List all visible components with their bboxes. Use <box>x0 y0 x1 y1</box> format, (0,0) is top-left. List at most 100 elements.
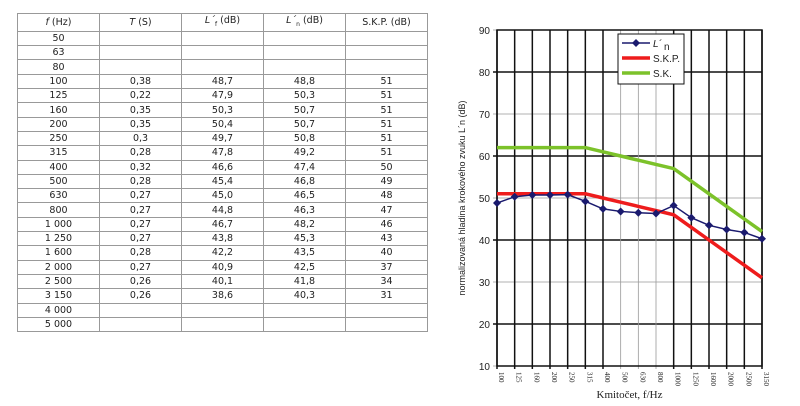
y-tick-label: 60 <box>479 152 491 163</box>
data-point <box>758 234 766 243</box>
table-row: 5 000 <box>17 316 428 333</box>
series-line-l <box>496 193 763 240</box>
x-tick-label: 2000 <box>727 372 735 387</box>
legend-label: S.K. <box>653 69 672 80</box>
table-cell: 49 <box>345 173 428 190</box>
y-tick-label: 10 <box>479 362 491 373</box>
table-cell: 630 <box>17 188 100 204</box>
y-tick-label: 50 <box>479 194 491 205</box>
table-row: 80 <box>17 59 428 75</box>
table-header-row: f (Hz) T (S) L´f (dB) L´n (dB) S.K.P. (dB) <box>17 13 428 32</box>
x-tick-label: 1000 <box>674 372 682 387</box>
data-point <box>616 207 625 216</box>
header-symbol: f <box>45 16 49 28</box>
data-point <box>493 199 501 208</box>
x-tick-label: 630 <box>638 372 646 383</box>
x-axis-title: Kmitočet, f/Hz <box>597 389 663 401</box>
x-tick-label: 200 <box>550 372 558 383</box>
data-point <box>546 191 554 200</box>
header-subscript: f <box>214 20 218 28</box>
x-tick-label: 1600 <box>709 372 717 387</box>
table-row: 160 0,35 50,3 50,7 51 <box>17 102 428 118</box>
y-tick-label: 70 <box>479 110 491 121</box>
table-cell: 51 <box>345 145 428 161</box>
table-row: 100 0,38 48,7 48,8 51 <box>17 73 428 90</box>
table-cell: 43 <box>345 231 428 247</box>
x-tick-label: 1250 <box>691 372 699 387</box>
data-point <box>740 228 749 237</box>
table-cell: 0,28 <box>99 173 182 190</box>
table-cell: 0,28 <box>99 145 182 161</box>
x-tick-label: 160 <box>532 372 540 383</box>
x-tick-label: 500 <box>621 372 629 383</box>
table-cell: 0,35 <box>99 116 182 132</box>
x-tick-label: 3150 <box>762 372 770 387</box>
data-point <box>581 197 590 206</box>
table-row: 400 0,32 46,6 47,4 50 <box>17 159 428 175</box>
table-cell: 51 <box>345 130 428 147</box>
table-row: 500 0,28 45,4 46,8 49 <box>17 173 428 190</box>
x-tick-label: 125 <box>515 372 523 383</box>
data-point <box>705 221 713 230</box>
data-point <box>722 225 731 234</box>
table-cell: 50,4 <box>181 116 264 132</box>
x-tick-label: 2500 <box>744 372 752 387</box>
legend-label-subscript: n <box>664 42 670 53</box>
table-cell: 46 <box>345 216 428 233</box>
table-row: 200 0,35 50,4 50,7 51 <box>17 116 428 132</box>
table-cell: 43,8 <box>181 231 264 247</box>
header-symbol: T <box>129 16 136 28</box>
table-row: 63 <box>17 45 428 61</box>
data-point <box>634 208 643 217</box>
table-row: 1 600 0,28 42,2 43,5 40 <box>17 245 428 261</box>
table-cell: 48 <box>345 188 428 204</box>
series-line-skp <box>497 192 764 280</box>
data-point <box>528 191 537 200</box>
y-axis-title: normalizovaná hladina krokového zvuku L´… <box>457 100 467 295</box>
data-point <box>669 201 678 210</box>
x-tick-label: 315 <box>585 372 593 383</box>
legend-label: S.K.P. <box>653 54 680 65</box>
table-cell: 5 000 <box>17 316 100 333</box>
table-cell: 0,27 <box>99 188 182 204</box>
table-row: 630 0,27 45,0 46,5 48 <box>17 188 428 204</box>
table-cell: 51 <box>345 116 428 132</box>
y-tick-label: 80 <box>479 68 491 79</box>
series-line-sk <box>497 145 764 234</box>
table-cell: 1 250 <box>17 231 100 247</box>
table-cell: 46,5 <box>263 188 346 204</box>
header-symbol: L´ <box>204 15 215 26</box>
table-cell: 0,27 <box>99 202 182 218</box>
data-point <box>510 192 519 201</box>
y-tick-label: 20 <box>479 320 491 331</box>
x-tick-label: 100 <box>497 372 505 383</box>
table-cell: 47 <box>345 202 428 218</box>
table-row: 315 0,28 47,8 49,2 51 <box>17 145 428 161</box>
measurement-table: f (Hz) T (S) L´f (dB) L´n (dB) S.K.P. (dB) 5… <box>17 13 428 333</box>
table-cell: 45,3 <box>263 231 346 247</box>
x-tick-label: 800 <box>656 372 664 383</box>
y-tick-label: 30 <box>479 278 491 289</box>
header-subscript: n <box>296 20 300 28</box>
table-cell: 46,7 <box>181 216 264 233</box>
y-tick-label: 90 <box>479 26 491 37</box>
data-point <box>687 213 696 222</box>
table-row: 800 0,27 44,8 46,3 47 <box>17 202 428 218</box>
table-cell: 45,4 <box>181 173 264 190</box>
legend-marker <box>632 39 640 47</box>
table-row: 1 250 0,27 43,8 45,3 43 <box>17 231 428 247</box>
x-tick-label: 400 <box>603 372 611 383</box>
data-point <box>563 190 572 199</box>
header-symbol: L´ <box>286 15 297 26</box>
table-row: 125 0,22 47,9 50,3 51 <box>17 88 428 104</box>
table-cell: 46,6 <box>181 159 264 175</box>
data-point <box>599 204 607 213</box>
table-cell: 50 <box>345 159 428 175</box>
x-tick-label: 250 <box>568 372 576 383</box>
table-cell: 0,27 <box>99 216 182 233</box>
table-cell: 0,3 <box>99 130 182 147</box>
data-point <box>652 209 660 218</box>
table-cell: 50,7 <box>263 116 346 132</box>
table-cell: 1 000 <box>17 216 100 233</box>
table-cell: 250 <box>17 130 100 147</box>
